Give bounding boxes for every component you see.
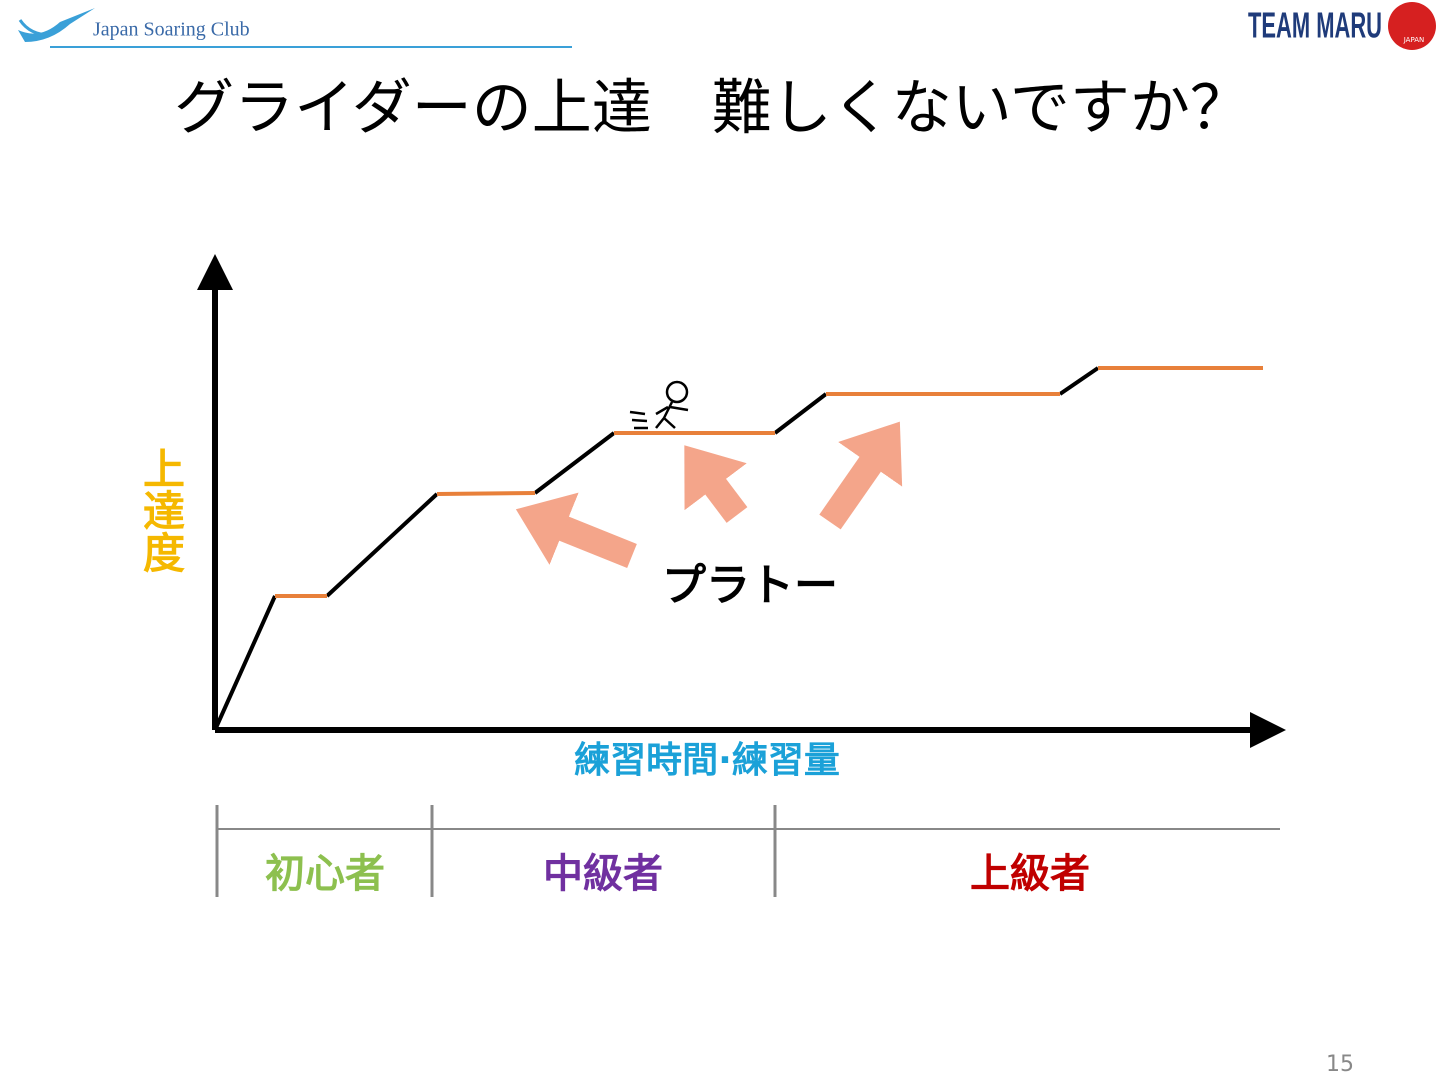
stage-label: 上級者 (970, 851, 1090, 897)
stage-dividers (215, 805, 1280, 897)
logo-circle (1388, 2, 1436, 50)
runner-icon (629, 380, 689, 430)
logo-left-text: Japan Soaring Club (93, 19, 250, 41)
learning-curve (213, 366, 1263, 731)
page-number: 15 (1326, 1052, 1354, 1077)
logo-right-text: TEAM MARU (1248, 5, 1382, 46)
logo-right-sub: JAPAN (1403, 36, 1425, 44)
logo-right: TEAM MARU JAPAN (1248, 2, 1436, 50)
stage-label: 中級者 (543, 851, 663, 897)
y-axis-label: 上達度 (137, 447, 186, 573)
plateau-arrows (515, 421, 903, 569)
plateau-label: プラトー (662, 560, 838, 611)
x-axis-label: 練習時間·練習量 (574, 740, 840, 781)
stage-label: 初心者 (265, 851, 385, 897)
slide-title: グライダーの上達 難しくないですか？ (174, 74, 1250, 144)
logo-left: Japan Soaring Club (18, 8, 572, 48)
